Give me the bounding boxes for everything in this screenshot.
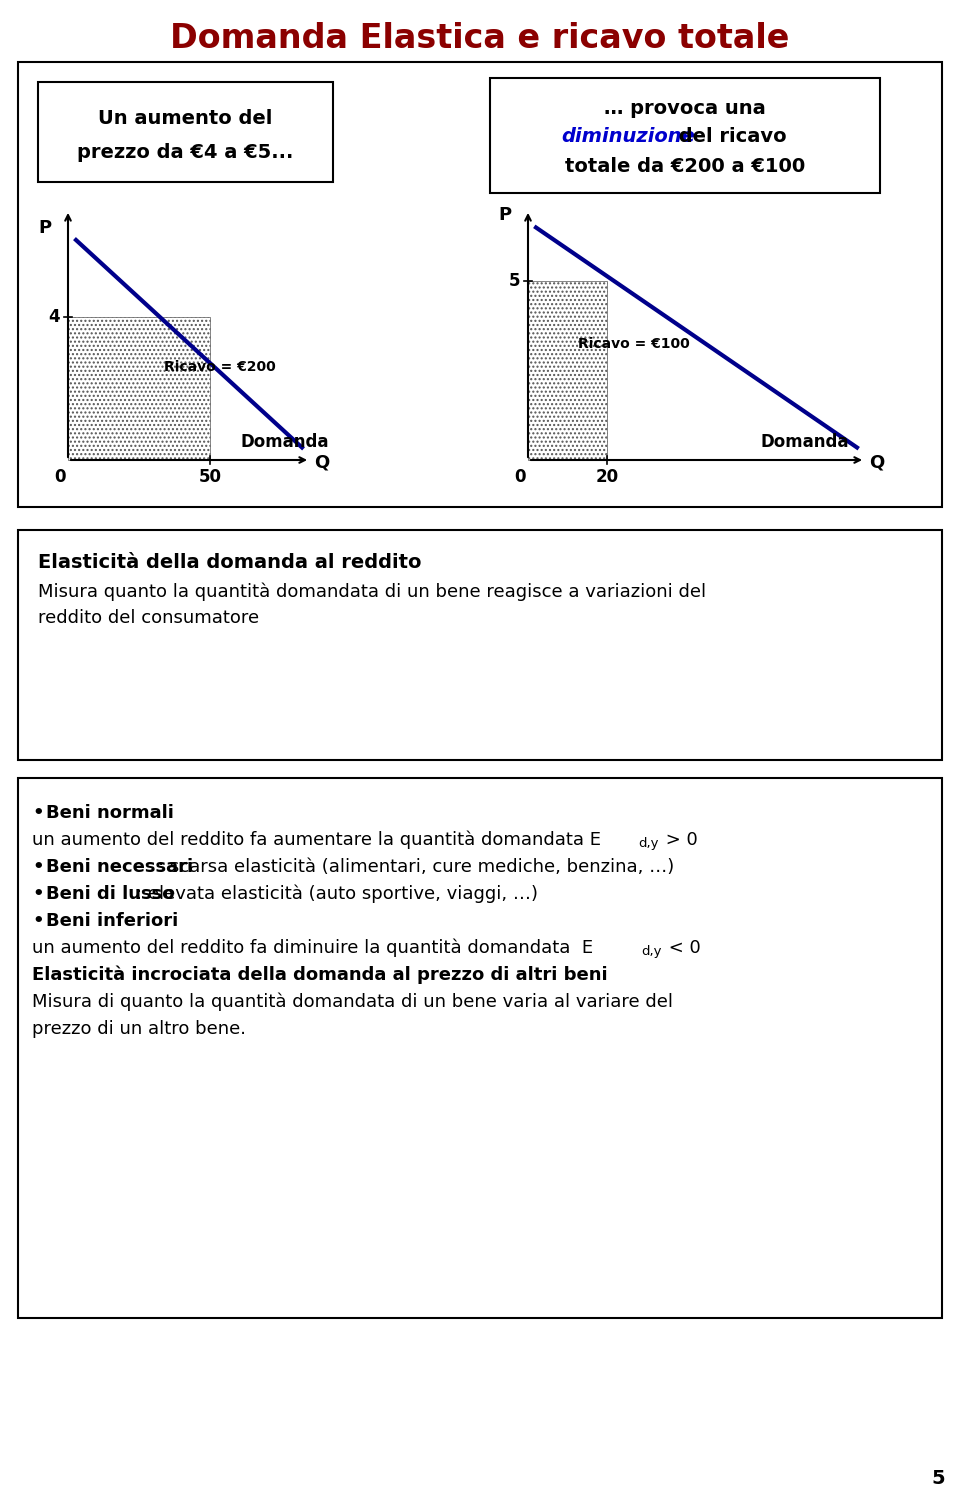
Text: 4: 4 xyxy=(48,308,60,326)
Text: < 0: < 0 xyxy=(663,940,701,958)
Text: 20: 20 xyxy=(596,468,619,486)
Text: diminuzione: diminuzione xyxy=(561,128,695,147)
FancyBboxPatch shape xyxy=(18,530,942,760)
FancyBboxPatch shape xyxy=(490,78,880,194)
Text: Misura di quanto la quantità domandata di un bene varia al variare del: Misura di quanto la quantità domandata d… xyxy=(32,992,673,1012)
Text: •: • xyxy=(32,805,43,823)
FancyBboxPatch shape xyxy=(18,62,942,507)
Text: > 0: > 0 xyxy=(660,832,698,850)
Text: prezzo da €4 a €5...: prezzo da €4 a €5... xyxy=(77,143,293,162)
Text: 5: 5 xyxy=(509,272,520,290)
FancyBboxPatch shape xyxy=(38,83,333,182)
Text: Domanda Elastica e ricavo totale: Domanda Elastica e ricavo totale xyxy=(170,21,790,54)
Text: d,y: d,y xyxy=(638,838,659,851)
Text: Elasticità incrociata della domanda al prezzo di altri beni: Elasticità incrociata della domanda al p… xyxy=(32,965,608,985)
Text: 0: 0 xyxy=(515,468,526,486)
Text: Ricavo = €100: Ricavo = €100 xyxy=(578,336,689,351)
Text: … provoca una: … provoca una xyxy=(604,99,766,117)
Text: Ricavo = €200: Ricavo = €200 xyxy=(164,360,276,374)
Text: P: P xyxy=(38,219,52,237)
Text: •: • xyxy=(32,913,43,931)
Bar xyxy=(528,281,608,459)
Text: : elevata elasticità (auto sportive, viaggi, …): : elevata elasticità (auto sportive, via… xyxy=(136,884,538,904)
Text: d,y: d,y xyxy=(641,946,661,959)
Text: •: • xyxy=(32,886,43,904)
Text: un aumento del reddito fa aumentare la quantità domandata E: un aumento del reddito fa aumentare la q… xyxy=(32,830,601,850)
Text: P: P xyxy=(498,206,512,224)
Text: 50: 50 xyxy=(199,468,222,486)
Text: Q: Q xyxy=(314,453,329,471)
Text: : scarsa elasticità (alimentari, cure mediche, benzina, …): : scarsa elasticità (alimentari, cure me… xyxy=(158,859,674,877)
FancyBboxPatch shape xyxy=(18,778,942,1318)
Text: Beni normali: Beni normali xyxy=(46,805,174,823)
Text: Beni inferiori: Beni inferiori xyxy=(46,913,179,931)
Text: Un aumento del: Un aumento del xyxy=(98,108,273,128)
Text: Beni di lusso: Beni di lusso xyxy=(46,886,175,904)
Text: Misura quanto la quantità domandata di un bene reagisce a variazioni del: Misura quanto la quantità domandata di u… xyxy=(38,582,707,602)
Text: 5: 5 xyxy=(931,1468,945,1487)
Text: del ricavo: del ricavo xyxy=(672,128,786,147)
Text: Q: Q xyxy=(870,453,884,471)
Text: un aumento del reddito fa diminuire la quantità domandata  E: un aumento del reddito fa diminuire la q… xyxy=(32,938,593,958)
Text: Beni necessari: Beni necessari xyxy=(46,859,193,877)
Text: Domanda: Domanda xyxy=(760,432,849,450)
Bar xyxy=(68,317,210,459)
Text: Elasticità della domanda al reddito: Elasticità della domanda al reddito xyxy=(38,552,421,572)
Text: reddito del consumatore: reddito del consumatore xyxy=(38,609,259,627)
Text: •: • xyxy=(32,859,43,877)
Text: Domanda: Domanda xyxy=(240,432,328,450)
Text: 0: 0 xyxy=(55,468,65,486)
Text: totale da €200 a €100: totale da €200 a €100 xyxy=(564,158,805,177)
Text: prezzo di un altro bene.: prezzo di un altro bene. xyxy=(32,1021,246,1039)
